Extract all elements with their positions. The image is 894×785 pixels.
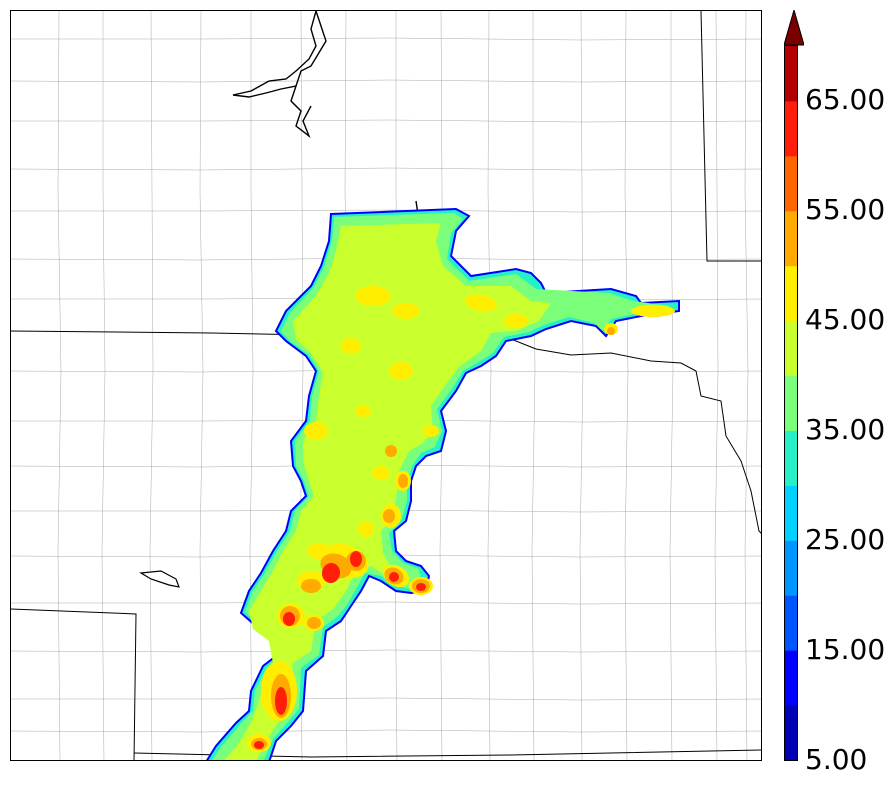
county-line (11, 697, 761, 701)
colorbar-band (785, 485, 797, 541)
echo-cell (301, 579, 321, 593)
echo-cell (283, 612, 295, 626)
echo-cell (341, 338, 361, 354)
county-line (714, 11, 719, 760)
county-line (199, 11, 204, 760)
echo-cell (307, 617, 321, 629)
county-line (669, 11, 674, 760)
colorbar-tick-55: 55.00 (805, 193, 886, 226)
colorbar-band (785, 46, 797, 102)
echo-cell (355, 286, 391, 306)
county-line (249, 11, 254, 760)
colorbar-band (785, 705, 797, 761)
county-line (11, 209, 761, 213)
state-line-east-vertical (700, 11, 761, 262)
county-line (11, 649, 761, 653)
colorbar-tick-15: 15.00 (805, 633, 886, 666)
colorbar-band (785, 210, 797, 267)
county-line (624, 11, 629, 760)
county-line (11, 729, 761, 733)
echo-cell (383, 509, 395, 523)
map-canvas (11, 11, 761, 760)
colorbar-bands (785, 46, 797, 761)
county-line (11, 167, 761, 171)
colorbar-band (785, 650, 797, 706)
colorbar-band (785, 430, 797, 486)
echo-cell (350, 551, 362, 567)
echo-cell (321, 563, 341, 583)
echo-cell (304, 422, 328, 440)
county-line (487, 11, 492, 760)
echo-cell (423, 425, 439, 437)
echo-cell (504, 314, 528, 328)
colorbar-tick-65: 65.00 (805, 83, 886, 116)
colorbar-bar (784, 10, 804, 761)
county-line (101, 11, 106, 760)
river-border-east (535, 348, 761, 534)
echo-cell (416, 583, 426, 591)
colorbar-band (785, 100, 797, 157)
county-line (579, 11, 584, 760)
echo-cell (389, 572, 399, 582)
county-line (57, 11, 62, 760)
river-north (232, 11, 327, 98)
echo-cell (631, 305, 675, 317)
echo-cell (358, 521, 374, 537)
echo-cell (392, 303, 420, 319)
reflectivity-field (206, 207, 680, 760)
lake (139, 570, 180, 588)
colorbar-frame (784, 45, 798, 761)
echo-cell (385, 445, 397, 457)
reflectivity-map (10, 10, 762, 761)
colorbar-band (785, 155, 797, 212)
colorbar-tick-35: 35.00 (805, 413, 886, 446)
echo-level-intense (254, 551, 426, 749)
river-north-lower (290, 85, 312, 139)
colorbar-tick-45: 45.00 (805, 303, 886, 336)
colorbar-band (785, 595, 797, 651)
echo-cell (355, 405, 371, 417)
county-line (11, 119, 761, 123)
colorbar-band (785, 265, 797, 322)
colorbar-extend-arrow (784, 10, 804, 46)
state-line-southwest (11, 608, 137, 760)
colorbar-tick-5: 5.00 (805, 743, 868, 776)
echo-cell (254, 741, 264, 749)
colorbar-band (785, 540, 797, 596)
colorbar-band (785, 375, 797, 431)
echo-cell (398, 474, 408, 488)
county-line (11, 601, 761, 605)
county-line (11, 79, 761, 83)
county-line (744, 11, 749, 760)
county-line (11, 37, 761, 41)
echo-cell (275, 687, 287, 715)
county-line (149, 11, 154, 760)
echo-cell (307, 543, 331, 559)
colorbar-tick-25: 25.00 (805, 523, 886, 556)
county-line (531, 11, 536, 760)
echo-cell (607, 327, 615, 335)
colorbar: 5.00 15.00 25.00 35.00 45.00 55.00 65.00 (784, 10, 894, 774)
echo-cell (465, 294, 497, 312)
colorbar-band (785, 320, 797, 377)
echo-cell (372, 466, 390, 480)
echo-cell (389, 362, 413, 380)
